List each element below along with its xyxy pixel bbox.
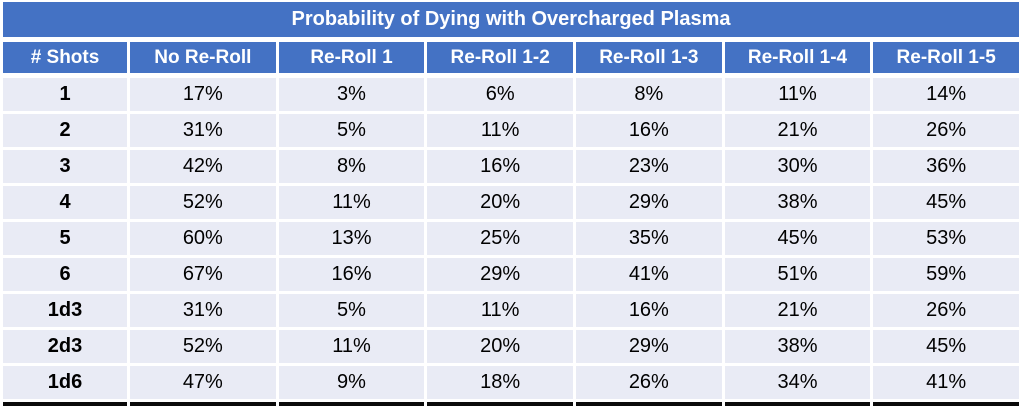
value-cell: 25%	[427, 222, 573, 255]
value-cell: 26%	[873, 114, 1019, 147]
table-row-2: 2 31% 5% 11% 16% 21% 26%	[3, 114, 1019, 147]
value-cell: 60%	[130, 222, 276, 255]
row-label-cell: 5	[3, 222, 127, 255]
bottom-border-segment	[576, 402, 722, 406]
row-label-cell: 1	[3, 78, 127, 111]
bottom-border-segment	[278, 402, 425, 406]
value-cell: 11%	[724, 78, 871, 111]
table-body: 1 17% 3% 6% 8% 11% 14% 2 31% 5% 11% 16% 21% 26% 3 42% 8%…	[3, 78, 1019, 399]
value-cell: 11%	[278, 186, 425, 219]
table-row-1d6: 1d6 47% 9% 18% 26% 34% 41%	[3, 366, 1019, 399]
table-row-4: 4 52% 11% 20% 29% 38% 45%	[3, 186, 1019, 219]
bottom-border-segment	[3, 402, 127, 406]
header-cell-5: Re-Roll 1-4	[724, 42, 871, 73]
row-label-cell: 6	[3, 258, 127, 291]
table-row-6: 6 67% 16% 29% 41% 51% 59%	[3, 258, 1019, 291]
value-cell: 21%	[724, 114, 871, 147]
probability-table: Probability of Dying with Overcharged Pl…	[3, 2, 1019, 406]
value-cell: 26%	[576, 366, 722, 399]
value-cell: 11%	[427, 294, 573, 327]
table-row-1: 1 17% 3% 6% 8% 11% 14%	[3, 78, 1019, 111]
value-cell: 45%	[724, 222, 871, 255]
row-label-cell: 2d3	[3, 330, 127, 363]
bottom-border-segment	[873, 402, 1019, 406]
value-cell: 13%	[278, 222, 425, 255]
bottom-border-segment	[130, 402, 276, 406]
bottom-border-segment	[427, 402, 573, 406]
value-cell: 38%	[724, 330, 871, 363]
value-cell: 30%	[724, 150, 871, 183]
value-cell: 41%	[873, 366, 1019, 399]
value-cell: 53%	[873, 222, 1019, 255]
value-cell: 47%	[130, 366, 276, 399]
value-cell: 51%	[724, 258, 871, 291]
table-row-5: 5 60% 13% 25% 35% 45% 53%	[3, 222, 1019, 255]
value-cell: 35%	[576, 222, 722, 255]
value-cell: 5%	[278, 294, 425, 327]
value-cell: 52%	[130, 330, 276, 363]
value-cell: 31%	[130, 114, 276, 147]
bottom-border-segment	[724, 402, 871, 406]
header-cell-4: Re-Roll 1-3	[576, 42, 722, 73]
value-cell: 16%	[278, 258, 425, 291]
value-cell: 8%	[278, 150, 425, 183]
value-cell: 6%	[427, 78, 573, 111]
value-cell: 59%	[873, 258, 1019, 291]
value-cell: 29%	[427, 258, 573, 291]
value-cell: 34%	[724, 366, 871, 399]
value-cell: 16%	[576, 114, 722, 147]
value-cell: 9%	[278, 366, 425, 399]
value-cell: 42%	[130, 150, 276, 183]
value-cell: 23%	[576, 150, 722, 183]
value-cell: 18%	[427, 366, 573, 399]
value-cell: 45%	[873, 330, 1019, 363]
table-bottom-border	[3, 402, 1019, 406]
row-label-cell: 2	[3, 114, 127, 147]
header-cell-2: Re-Roll 1	[278, 42, 425, 73]
value-cell: 21%	[724, 294, 871, 327]
table-row-2d3: 2d3 52% 11% 20% 29% 38% 45%	[3, 330, 1019, 363]
value-cell: 11%	[427, 114, 573, 147]
value-cell: 36%	[873, 150, 1019, 183]
value-cell: 5%	[278, 114, 425, 147]
value-cell: 29%	[576, 330, 722, 363]
value-cell: 11%	[278, 330, 425, 363]
table-row-1d3: 1d3 31% 5% 11% 16% 21% 26%	[3, 294, 1019, 327]
value-cell: 67%	[130, 258, 276, 291]
value-cell: 17%	[130, 78, 276, 111]
value-cell: 52%	[130, 186, 276, 219]
value-cell: 8%	[576, 78, 722, 111]
value-cell: 38%	[724, 186, 871, 219]
header-cell-6: Re-Roll 1-5	[873, 42, 1019, 73]
value-cell: 16%	[576, 294, 722, 327]
value-cell: 14%	[873, 78, 1019, 111]
row-label-cell: 1d3	[3, 294, 127, 327]
table-title: Probability of Dying with Overcharged Pl…	[3, 2, 1019, 37]
header-cell-0: # Shots	[3, 42, 127, 73]
header-cell-1: No Re-Roll	[130, 42, 276, 73]
value-cell: 20%	[427, 186, 573, 219]
header-cell-3: Re-Roll 1-2	[427, 42, 573, 73]
value-cell: 20%	[427, 330, 573, 363]
value-cell: 45%	[873, 186, 1019, 219]
value-cell: 31%	[130, 294, 276, 327]
value-cell: 26%	[873, 294, 1019, 327]
value-cell: 16%	[427, 150, 573, 183]
table-row-3: 3 42% 8% 16% 23% 30% 36%	[3, 150, 1019, 183]
row-label-cell: 1d6	[3, 366, 127, 399]
value-cell: 41%	[576, 258, 722, 291]
table-header-row: # Shots No Re-Roll Re-Roll 1 Re-Roll 1-2 Re-…	[3, 42, 1019, 73]
value-cell: 3%	[278, 78, 425, 111]
value-cell: 29%	[576, 186, 722, 219]
row-label-cell: 3	[3, 150, 127, 183]
row-label-cell: 4	[3, 186, 127, 219]
